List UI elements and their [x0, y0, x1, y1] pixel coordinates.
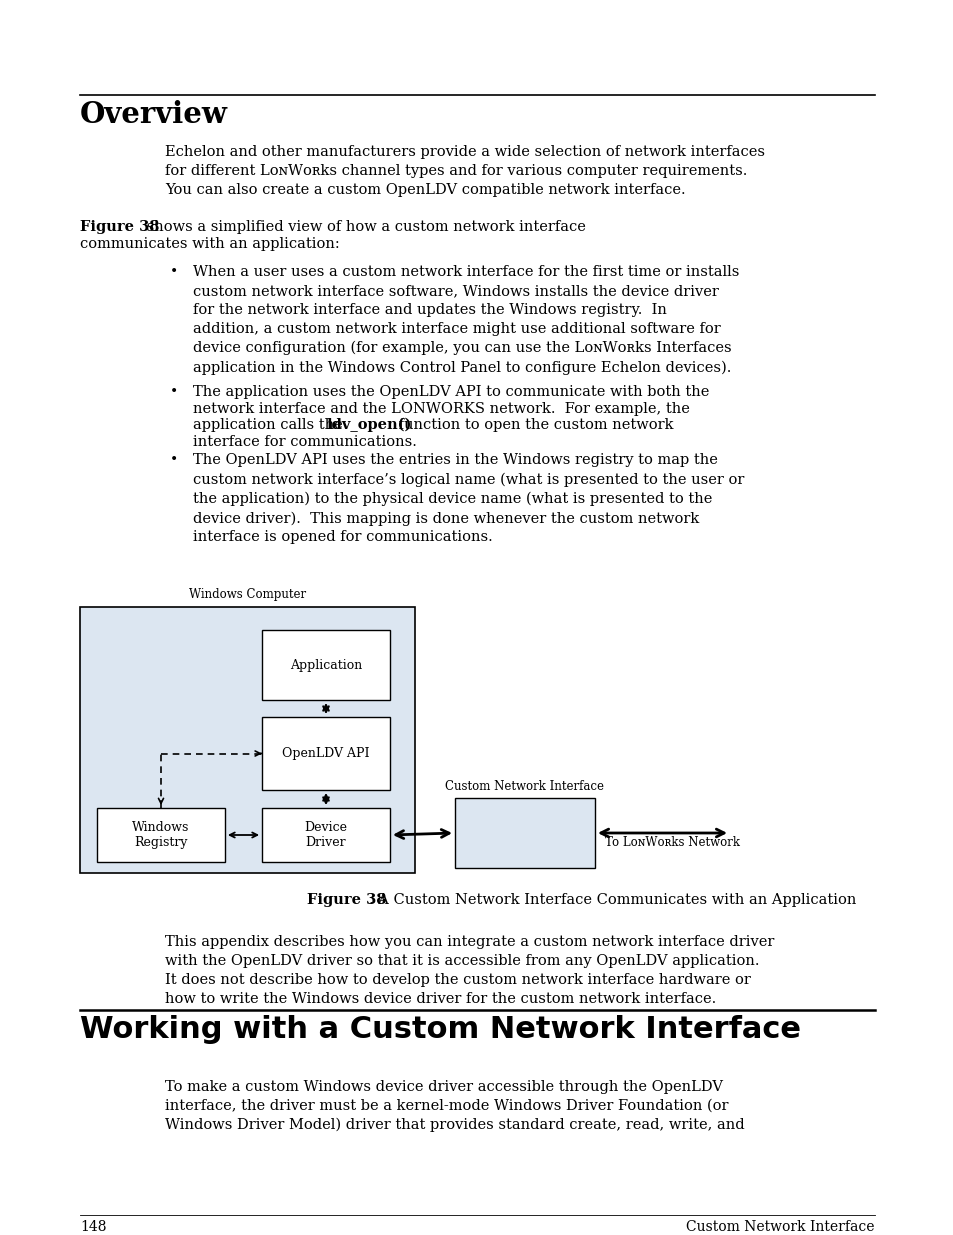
Text: To make a custom Windows device driver accessible through the OpenLDV
interface,: To make a custom Windows device driver a…: [165, 1079, 744, 1132]
Text: •: •: [170, 385, 178, 399]
Text: Figure 38: Figure 38: [307, 893, 387, 906]
Text: The application uses the OpenLDV API to communicate with both the: The application uses the OpenLDV API to …: [193, 385, 709, 399]
Bar: [262, 808, 390, 862]
Text: ldv_open(): ldv_open(): [326, 417, 411, 432]
Text: To LᴏɴWᴏʀks Network: To LᴏɴWᴏʀks Network: [604, 836, 740, 850]
Text: Custom Network Interface: Custom Network Interface: [686, 1220, 874, 1234]
Text: communicates with an application:: communicates with an application:: [80, 237, 339, 251]
Text: The OpenLDV API uses the entries in the Windows registry to map the
custom netwo: The OpenLDV API uses the entries in the …: [193, 453, 743, 545]
Text: shows a simplified view of how a custom network interface: shows a simplified view of how a custom …: [142, 220, 585, 233]
Text: Figure 38: Figure 38: [80, 220, 159, 233]
Text: Overview: Overview: [80, 100, 228, 128]
Text: 148: 148: [80, 1220, 107, 1234]
Bar: [262, 718, 390, 790]
Text: network interface and the LONWORKS network.  For example, the: network interface and the LONWORKS netwo…: [193, 401, 689, 415]
Bar: [80, 606, 415, 873]
Text: Device
Driver: Device Driver: [304, 821, 347, 848]
Text: interface for communications.: interface for communications.: [193, 435, 416, 448]
Bar: [455, 798, 595, 868]
Text: Working with a Custom Network Interface: Working with a Custom Network Interface: [80, 1015, 801, 1044]
Text: Echelon and other manufacturers provide a wide selection of network interfaces
f: Echelon and other manufacturers provide …: [165, 144, 764, 196]
Text: Application: Application: [290, 658, 362, 672]
Text: Windows
Registry: Windows Registry: [132, 821, 190, 848]
Text: OpenLDV API: OpenLDV API: [282, 747, 370, 760]
Text: When a user uses a custom network interface for the first time or installs
custo: When a user uses a custom network interf…: [193, 266, 739, 375]
Text: application calls the: application calls the: [193, 417, 347, 432]
Bar: [97, 808, 225, 862]
Text: . A Custom Network Interface Communicates with an Application: . A Custom Network Interface Communicate…: [369, 893, 856, 906]
Text: function to open the custom network: function to open the custom network: [394, 417, 673, 432]
Text: Custom Network Interface: Custom Network Interface: [445, 781, 604, 793]
Text: Windows Computer: Windows Computer: [189, 588, 306, 601]
Bar: [262, 630, 390, 700]
Text: This appendix describes how you can integrate a custom network interface driver
: This appendix describes how you can inte…: [165, 935, 774, 1005]
Text: •: •: [170, 266, 178, 279]
Text: •: •: [170, 453, 178, 467]
